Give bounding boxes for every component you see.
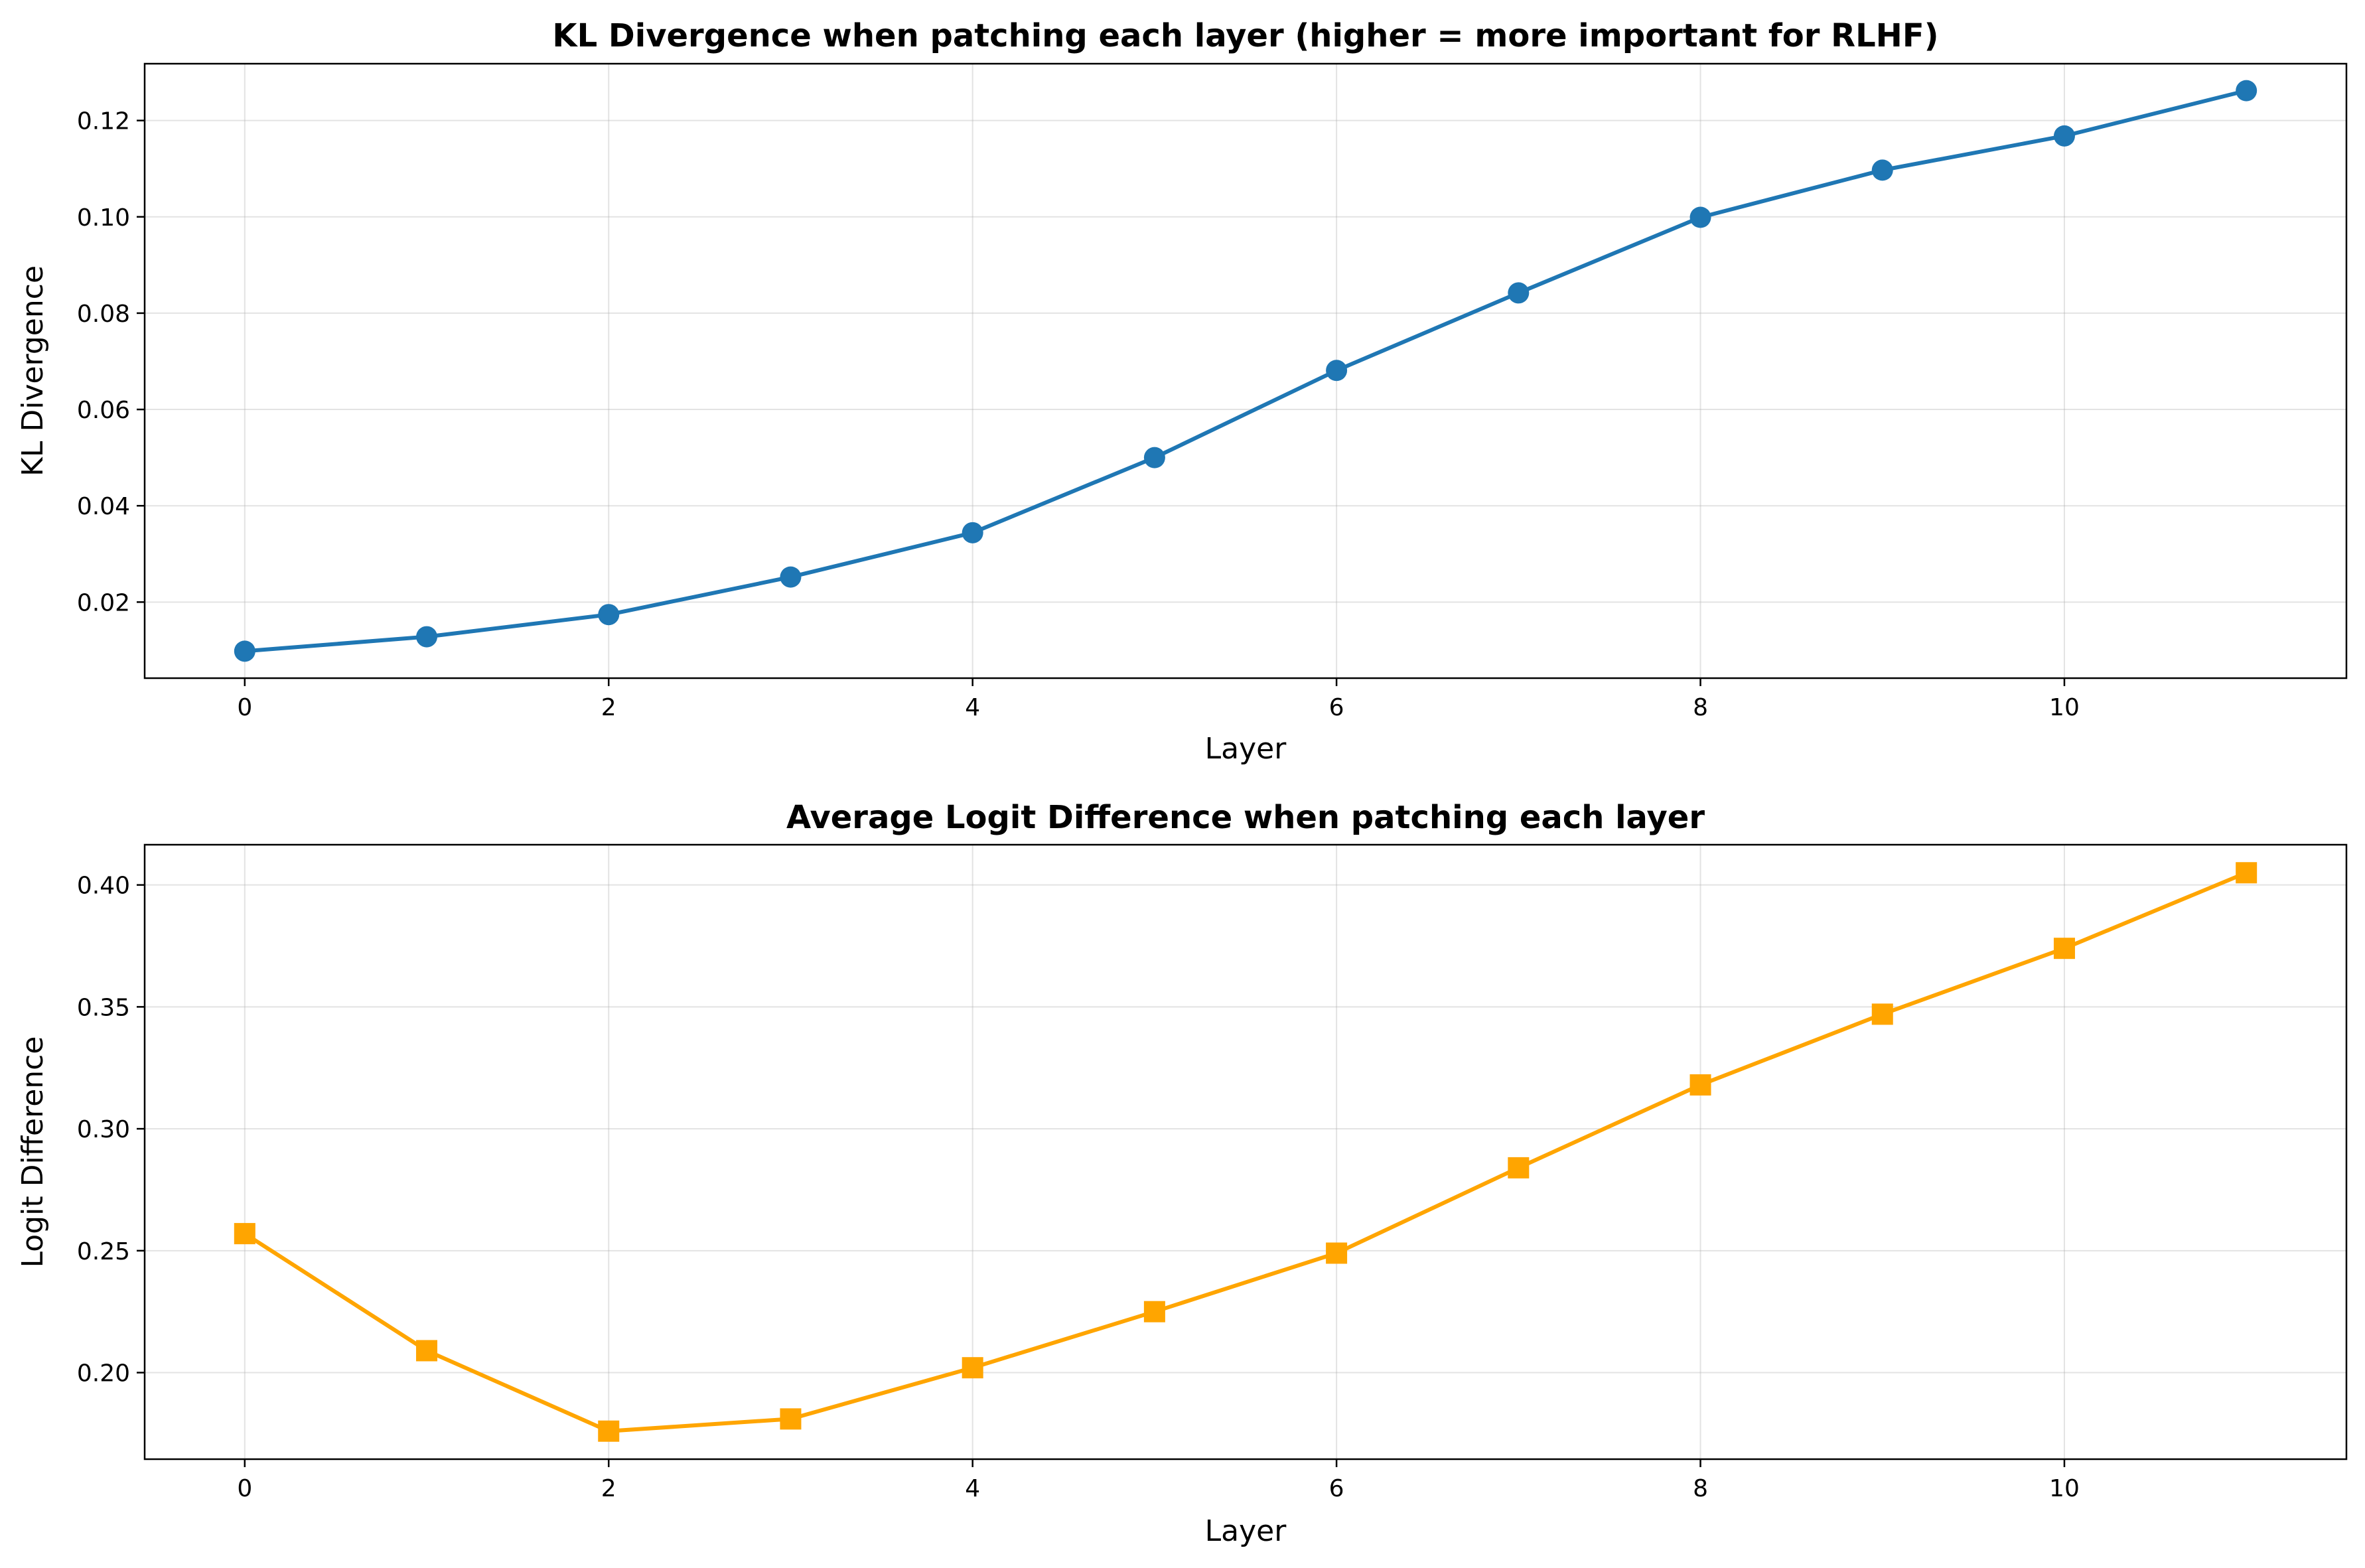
kl-y-tick-label: 0.02: [77, 589, 130, 616]
logit-y-tick-label: 0.20: [77, 1360, 130, 1388]
kl-x-tick-label: 2: [601, 694, 616, 721]
kl-data-point: [416, 626, 438, 648]
kl-data-point: [1143, 447, 1165, 468]
logit-y-axis-label: Logit Difference: [16, 1036, 50, 1268]
logit-data-point: [1508, 1157, 1530, 1178]
kl-data-point: [598, 604, 620, 626]
logit-y-tick-label: 0.25: [77, 1238, 130, 1265]
logit-plot-frame: [143, 843, 2348, 1461]
logit-x-tick-label: 4: [965, 1475, 980, 1502]
logit-data-point: [1143, 1301, 1165, 1322]
kl-y-axis-label: KL Divergence: [16, 265, 50, 476]
kl-y-tick-label: 0.06: [77, 397, 130, 424]
logit-data-point: [416, 1340, 438, 1362]
kl-data-point: [962, 522, 983, 543]
logit-data-point: [1326, 1242, 1348, 1264]
kl-series-line: [244, 88, 2247, 654]
kl-y-tick-label: 0.12: [77, 108, 130, 135]
kl-x-tick-label: 10: [2049, 694, 2080, 721]
kl-x-tick-label: 4: [965, 694, 980, 721]
kl-y-tick-label: 0.08: [77, 301, 130, 328]
logit-x-tick-label: 10: [2049, 1475, 2080, 1502]
logit-x-axis-label: Layer: [1205, 1514, 1287, 1548]
logit-data-point: [2053, 938, 2075, 960]
logit-x-tick-label: 2: [601, 1475, 616, 1502]
kl-plot-frame: [143, 62, 2348, 679]
logit-data-point: [598, 1420, 620, 1442]
kl-y-tick-label: 0.04: [77, 493, 130, 520]
logit-difference-chart: 0 2 4 6 8 10 0.20 0.25 0.30 0.35 0.40 Average Logit…: [16, 799, 2348, 1548]
kl-x-tick-label: 0: [237, 694, 252, 721]
logit-data-point: [962, 1357, 983, 1379]
kl-data-point: [2236, 80, 2258, 102]
kl-data-point: [2053, 125, 2075, 147]
kl-data-point: [780, 566, 802, 588]
kl-y-tick-label: 0.10: [77, 204, 130, 232]
kl-divergence-chart: 0 2 4 6 8 10 0.02 0.04 0.06 0.08 0.10 0.12 KL Diverg…: [16, 17, 2348, 766]
kl-data-point: [1326, 360, 1348, 382]
kl-x-tick-label: 6: [1329, 694, 1344, 721]
logit-data-point: [1871, 1003, 1893, 1025]
logit-y-tick-label: 0.35: [77, 994, 130, 1021]
logit-y-tick-label: 0.30: [77, 1116, 130, 1143]
kl-data-point: [1508, 282, 1530, 304]
kl-x-axis-label: Layer: [1205, 732, 1287, 766]
kl-chart-title: KL Divergence when patching each layer (…: [552, 17, 1938, 54]
logit-data-point: [234, 1223, 255, 1245]
logit-data-point: [780, 1408, 802, 1430]
logit-data-point: [1689, 1074, 1711, 1096]
kl-x-tick-label: 8: [1693, 694, 1708, 721]
logit-y-tick-label: 0.40: [77, 873, 130, 900]
kl-data-point: [1689, 206, 1711, 228]
logit-x-tick-label: 8: [1693, 1475, 1708, 1502]
logit-series-line: [244, 871, 2248, 1433]
kl-data-point: [1871, 159, 1893, 181]
logit-data-point: [2236, 862, 2258, 884]
logit-x-tick-label: 6: [1329, 1475, 1344, 1502]
logit-x-tick-label: 0: [237, 1475, 252, 1502]
logit-chart-title: Average Logit Difference when patching e…: [786, 799, 1705, 836]
kl-data-point: [234, 640, 255, 662]
